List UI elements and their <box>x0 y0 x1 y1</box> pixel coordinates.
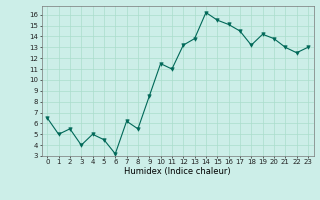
X-axis label: Humidex (Indice chaleur): Humidex (Indice chaleur) <box>124 167 231 176</box>
